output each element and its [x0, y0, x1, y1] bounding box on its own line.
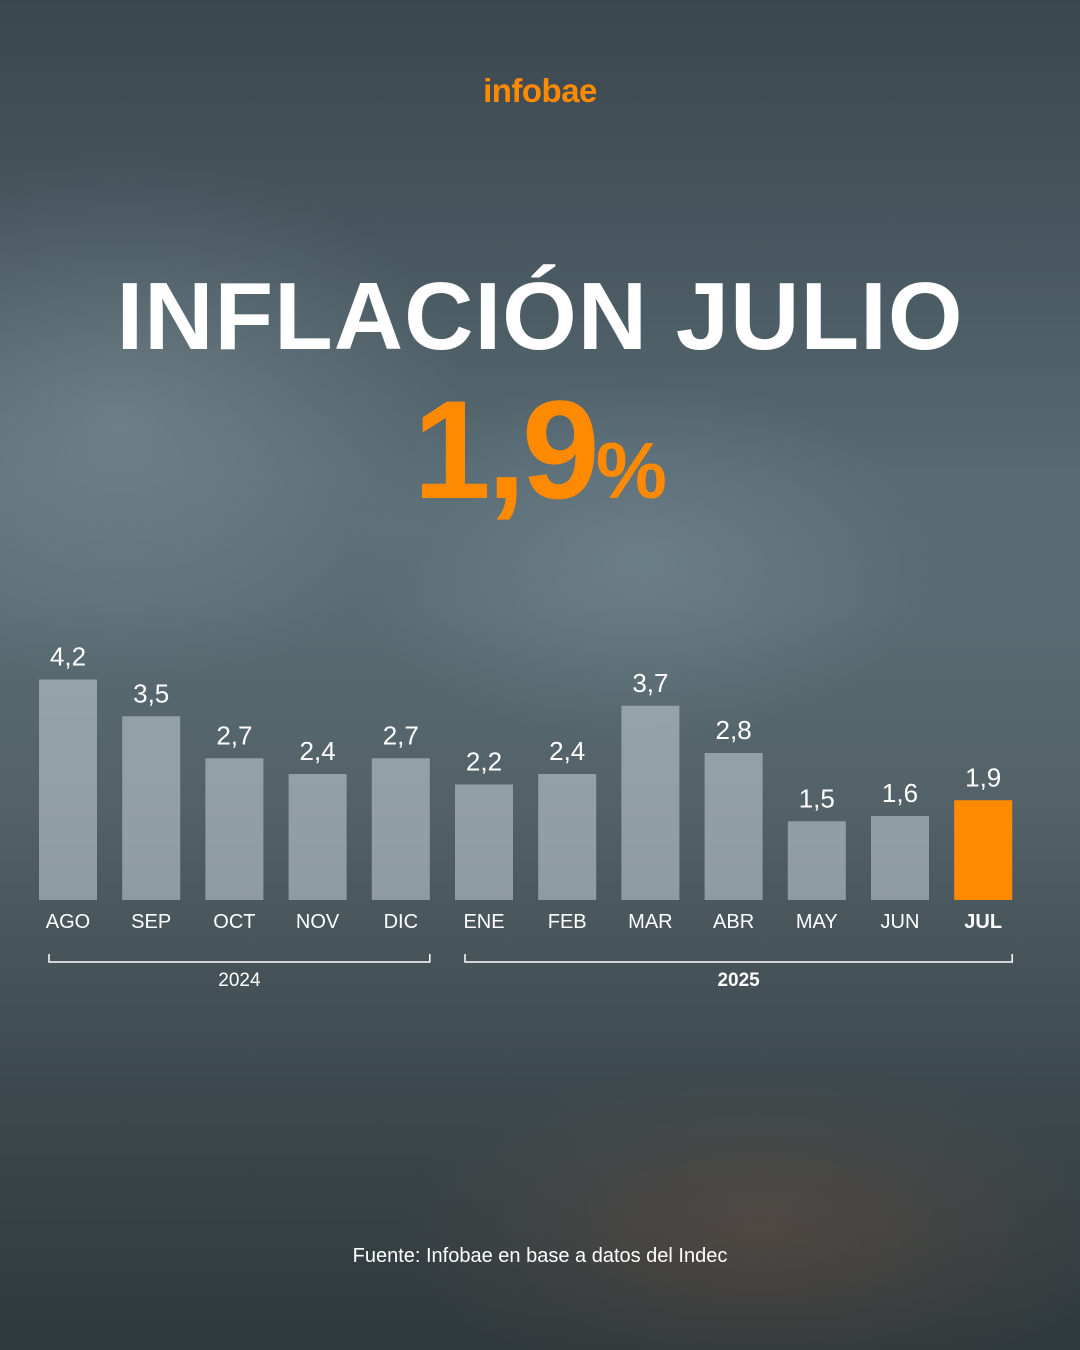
- value-label-jun: 1,6: [882, 778, 918, 808]
- source-note: Fuente: Infobae en base a datos del Inde…: [352, 1245, 728, 1267]
- category-label-nov: NOV: [296, 911, 340, 933]
- bar-ene: [455, 784, 513, 900]
- category-label-sep: SEP: [131, 911, 171, 933]
- category-label-ene: ENE: [463, 911, 504, 933]
- value-label-ene: 2,2: [466, 747, 502, 777]
- brand-logo: infobae: [483, 72, 597, 109]
- bar-jul: [954, 800, 1013, 900]
- value-label-oct: 2,7: [216, 720, 252, 750]
- category-label-feb: FEB: [548, 911, 587, 933]
- bar-nov: [288, 774, 347, 900]
- bar-mar: [621, 705, 680, 900]
- year-label-2025: 2025: [717, 970, 760, 991]
- category-label-oct: OCT: [213, 911, 255, 933]
- bar-sep: [122, 716, 181, 900]
- value-label-mar: 3,7: [632, 668, 668, 698]
- headline-value: 1,9%: [0, 380, 1080, 520]
- year-bracket-2025: [464, 954, 1013, 963]
- category-label-abr: ABR: [713, 911, 754, 933]
- category-label-dic: DIC: [384, 911, 418, 933]
- category-label-jul: JUL: [964, 911, 1002, 933]
- category-label-may: MAY: [796, 911, 838, 933]
- value-label-feb: 2,4: [549, 736, 585, 766]
- value-label-abr: 2,8: [716, 715, 752, 745]
- bar-dic: [371, 758, 430, 900]
- value-label-jul: 1,9: [965, 762, 1001, 792]
- value-label-may: 1,5: [799, 783, 835, 813]
- bar-feb: [538, 774, 597, 900]
- bar-oct: [205, 758, 264, 900]
- bar-ago: [39, 679, 97, 900]
- bar-abr: [704, 753, 763, 900]
- value-label-nov: 2,4: [300, 736, 336, 766]
- headline-number: 1,9: [413, 371, 600, 528]
- headline-unit: %: [595, 426, 667, 515]
- page-title: INFLACIÓN JULIO: [116, 263, 964, 370]
- category-label-mar: MAR: [628, 911, 672, 933]
- year-label-2024: 2024: [218, 970, 261, 991]
- value-label-sep: 3,5: [133, 678, 169, 708]
- category-label-jun: JUN: [881, 911, 920, 933]
- category-label-ago: AGO: [46, 911, 90, 933]
- inflation-bar-chart: 4,2 AGO 3,5 SEP 2,7 OCT 2,4 NOV 2,7 DIC 2,2 ENE 2,4 F…: [39, 642, 1013, 991]
- bar-jun: [871, 816, 929, 900]
- value-label-ago: 4,2: [50, 642, 86, 672]
- year-bracket-2024: [48, 954, 431, 963]
- value-label-dic: 2,7: [383, 720, 419, 750]
- bar-may: [787, 821, 846, 900]
